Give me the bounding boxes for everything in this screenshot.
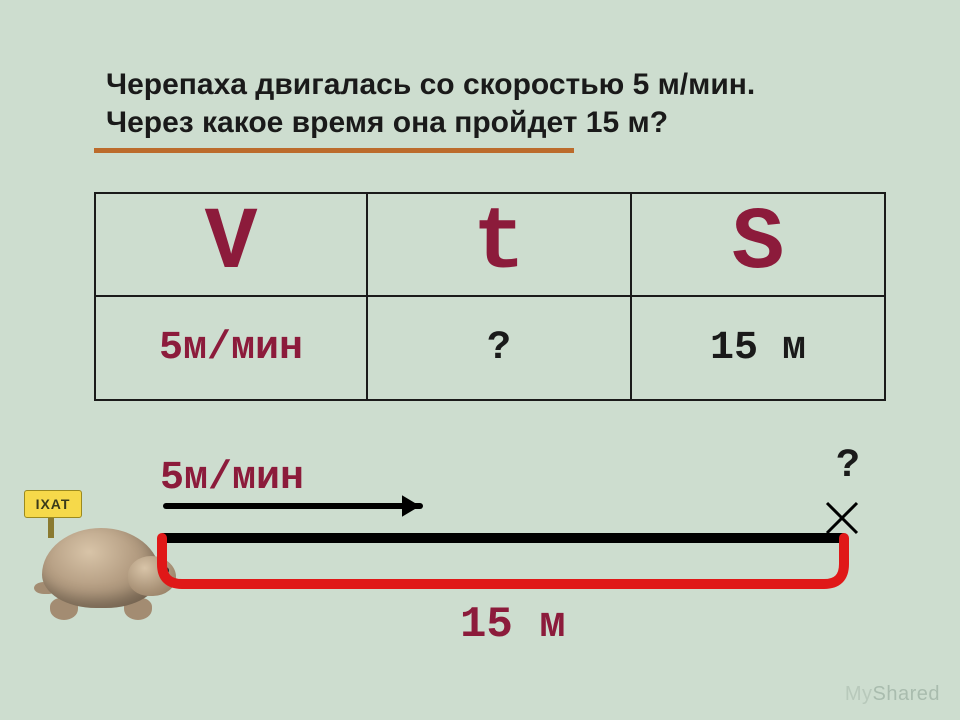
problem-line-2: Через какое время она пройдет 15 м?: [106, 106, 668, 139]
watermark: MyShared: [845, 683, 940, 706]
problem-text: Черепаха двигалась со скоростью 5 м/мин.…: [106, 66, 906, 141]
td-v: 5м/мин: [95, 296, 367, 400]
distance-diagram: IXAT 5м/мин ? 15 м: [20, 450, 940, 710]
slide: Черепаха двигалась со скоростью 5 м/мин.…: [0, 0, 960, 720]
watermark-shared: Shared: [873, 683, 941, 705]
watermark-my: My: [845, 683, 873, 705]
distance-label: 15 м: [460, 600, 566, 650]
th-t: t: [367, 193, 631, 296]
table-row: V t S: [95, 193, 885, 296]
vts-table: V t S 5м/мин ? 15 м: [94, 192, 886, 401]
title-underline: [94, 148, 574, 153]
td-t: ?: [367, 296, 631, 400]
diagram-svg: [20, 450, 940, 710]
th-s: S: [631, 193, 885, 296]
problem-line-1: Черепаха двигалась со скоростью 5 м/мин.: [106, 68, 755, 101]
td-s: 15 м: [631, 296, 885, 400]
table-row: 5м/мин ? 15 м: [95, 296, 885, 400]
th-v: V: [95, 193, 367, 296]
